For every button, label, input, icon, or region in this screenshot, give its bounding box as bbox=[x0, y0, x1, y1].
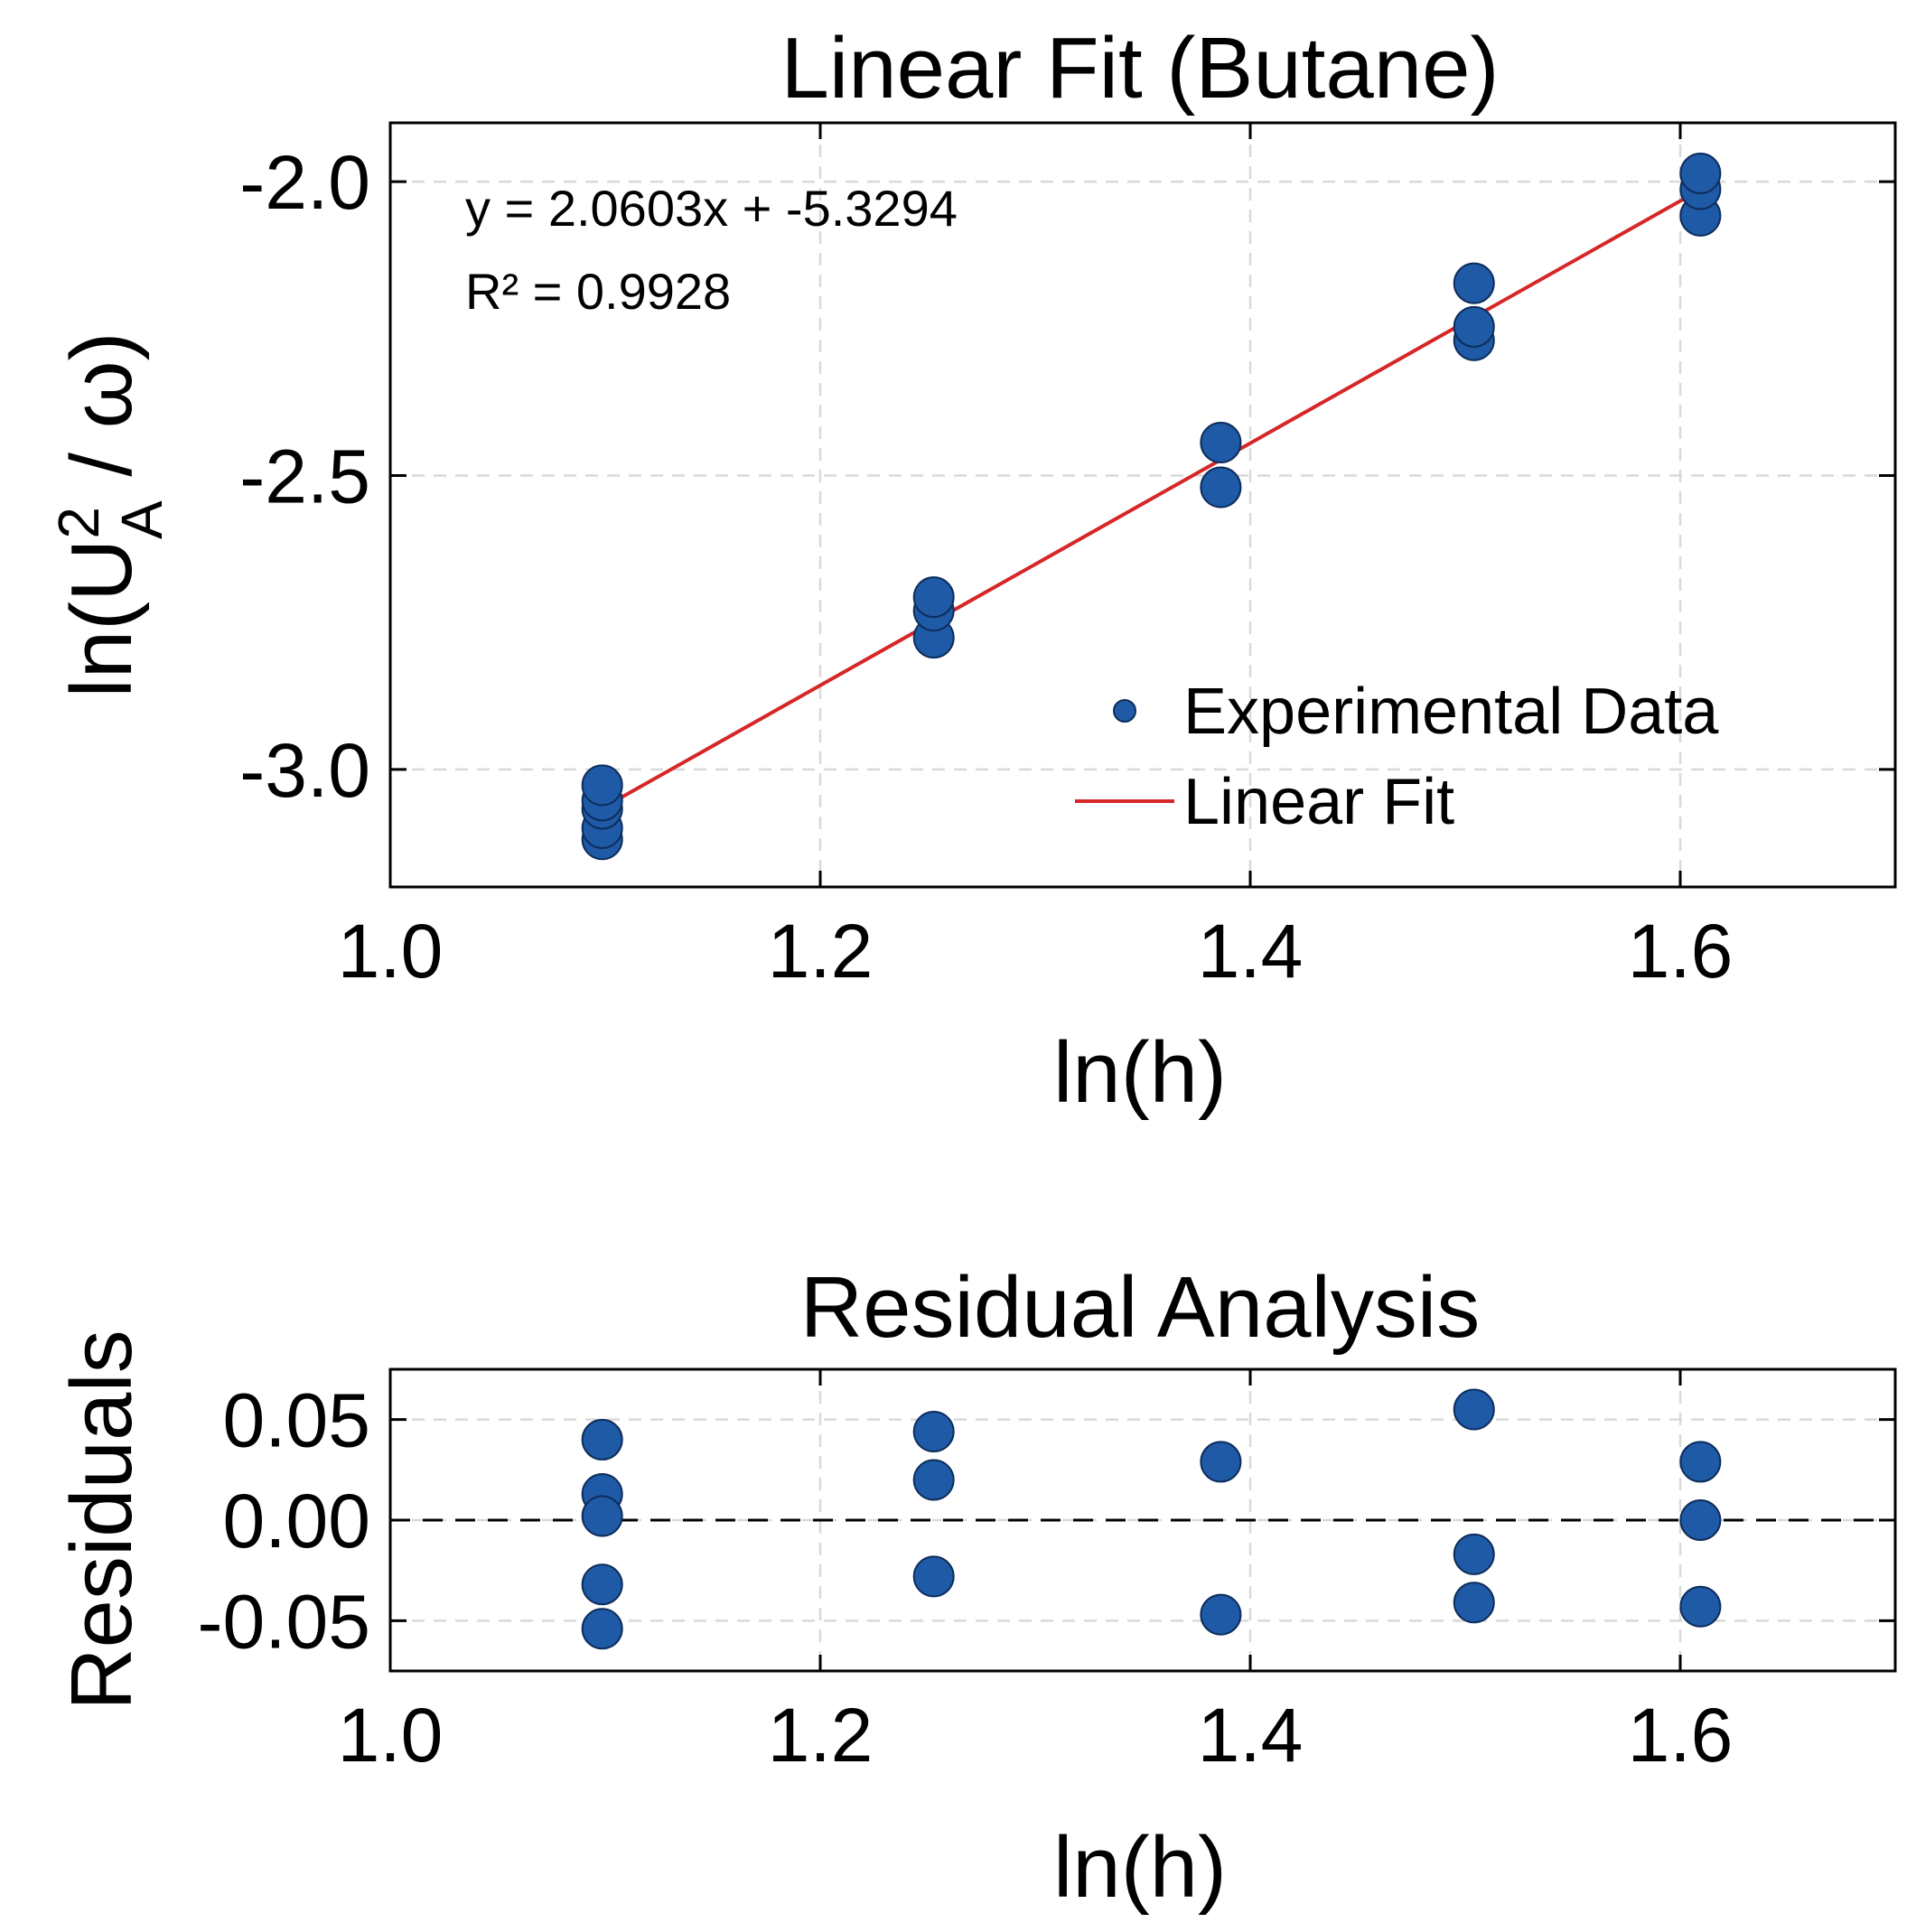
data-point bbox=[1200, 1441, 1242, 1483]
data-point bbox=[581, 1608, 623, 1650]
x-tick-label: 1.6 bbox=[1628, 1693, 1734, 1778]
x-tick-label: 1.4 bbox=[1198, 909, 1304, 994]
data-point bbox=[1453, 1533, 1495, 1575]
y-label-prefix: ln(U bbox=[53, 539, 150, 698]
r-squared-annotation: R² = 0.9928 bbox=[465, 263, 731, 320]
top-y-axis-label: ln(U2A / ω) bbox=[46, 331, 174, 697]
bottom-y-axis-label: Residuals bbox=[53, 1330, 150, 1711]
y-tick-label: -3.0 bbox=[239, 728, 370, 813]
y-tick-label: 0.00 bbox=[223, 1479, 371, 1563]
x-tick-label: 1.4 bbox=[1198, 1693, 1304, 1778]
residual-panel: Residual Analysis 1.0 1.2 1.4 1.6 -0.05 0.00 0… bbox=[53, 1259, 1897, 1916]
y-label-superscript: 2 bbox=[46, 507, 111, 539]
data-point bbox=[1453, 305, 1495, 348]
top-x-axis-label: ln(h) bbox=[1053, 1024, 1227, 1121]
data-point bbox=[1679, 152, 1722, 194]
x-tick-label: 1.2 bbox=[768, 909, 874, 994]
y-tick-label: 0.05 bbox=[223, 1378, 371, 1463]
top-fit-layer bbox=[601, 188, 1702, 810]
data-point bbox=[912, 1459, 955, 1501]
top-chart-title: Linear Fit (Butane) bbox=[780, 20, 1499, 117]
data-point bbox=[581, 1495, 623, 1537]
legend: Experimental Data Linear Fit bbox=[1075, 676, 1719, 838]
legend-label-fit: Linear Fit bbox=[1183, 766, 1454, 838]
fit-line bbox=[601, 188, 1702, 810]
bottom-gridlines bbox=[390, 1369, 1895, 1671]
data-point bbox=[1679, 1499, 1722, 1541]
y-label-subscript: A bbox=[109, 500, 174, 539]
bottom-chart-title: Residual Analysis bbox=[800, 1259, 1480, 1356]
y-label-suffix: / ω) bbox=[53, 331, 150, 500]
data-point bbox=[1200, 422, 1242, 464]
x-tick-label: 1.0 bbox=[338, 909, 444, 994]
data-point bbox=[1679, 1441, 1722, 1483]
legend-marker-experimental bbox=[1113, 699, 1136, 723]
data-point bbox=[1679, 1585, 1722, 1628]
y-tick-label: -2.5 bbox=[239, 434, 370, 518]
data-point bbox=[581, 1418, 623, 1461]
y-tick-label: -2.0 bbox=[239, 140, 370, 225]
linear-fit-panel: Linear Fit (Butane) 1.0 1.2 1.4 1.6 -3.0 -2.5… bbox=[46, 20, 1897, 1121]
top-plot-frame bbox=[388, 121, 1897, 889]
bottom-x-axis-label: ln(h) bbox=[1053, 1819, 1227, 1916]
data-point bbox=[1453, 1582, 1495, 1624]
x-tick-label: 1.6 bbox=[1628, 909, 1734, 994]
x-tick-label: 1.0 bbox=[338, 1693, 444, 1778]
data-point bbox=[1453, 262, 1495, 304]
data-point bbox=[1200, 466, 1242, 509]
bottom-ticks: 1.0 1.2 1.4 1.6 -0.05 0.00 0.05 bbox=[198, 1369, 1895, 1778]
data-point bbox=[912, 576, 955, 619]
data-point bbox=[1200, 1593, 1242, 1636]
bottom-points-layer bbox=[581, 1388, 1722, 1650]
y-tick-label: -0.05 bbox=[198, 1579, 370, 1664]
top-points-layer bbox=[581, 152, 1722, 861]
data-point bbox=[912, 1411, 955, 1453]
data-point bbox=[581, 764, 623, 807]
top-gridlines bbox=[390, 123, 1895, 887]
x-tick-label: 1.2 bbox=[768, 1693, 874, 1778]
data-point bbox=[912, 1555, 955, 1598]
fit-equation-annotation: y = 2.0603x + -5.3294 bbox=[465, 180, 958, 237]
top-ticks: 1.0 1.2 1.4 1.6 -3.0 -2.5 -2.0 bbox=[239, 123, 1895, 994]
data-point bbox=[1453, 1388, 1495, 1431]
data-point bbox=[581, 1563, 623, 1606]
legend-label-experimental: Experimental Data bbox=[1183, 676, 1719, 748]
